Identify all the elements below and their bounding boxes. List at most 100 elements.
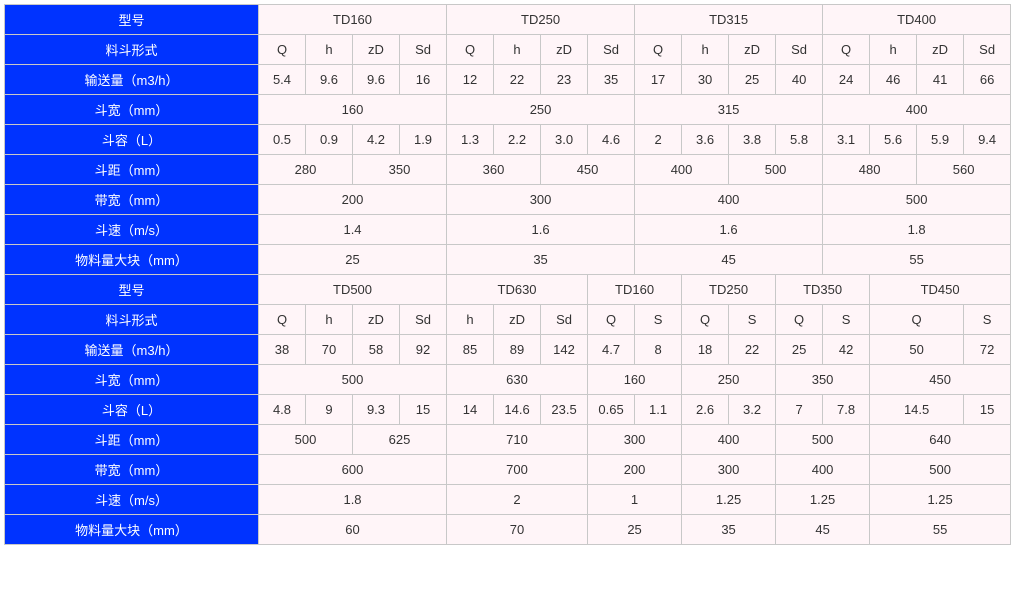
data-cell: 600 bbox=[259, 455, 447, 485]
data-cell: 42 bbox=[823, 335, 870, 365]
data-cell: 315 bbox=[635, 95, 823, 125]
row-label-belt_width_mm: 带宽（mm） bbox=[5, 455, 259, 485]
data-cell: 160 bbox=[588, 365, 682, 395]
data-cell: 200 bbox=[588, 455, 682, 485]
data-cell: 300 bbox=[588, 425, 682, 455]
data-cell: 9 bbox=[306, 395, 353, 425]
data-cell: TD315 bbox=[635, 5, 823, 35]
data-cell: 1.6 bbox=[447, 215, 635, 245]
data-cell: Q bbox=[870, 305, 964, 335]
data-cell: Sd bbox=[964, 35, 1011, 65]
data-cell: Q bbox=[635, 35, 682, 65]
data-cell: 500 bbox=[776, 425, 870, 455]
table-row: 斗速（m/s）1.8211.251.251.25 bbox=[5, 485, 1011, 515]
data-cell: 300 bbox=[447, 185, 635, 215]
data-cell: 22 bbox=[729, 335, 776, 365]
data-cell: 45 bbox=[776, 515, 870, 545]
row-label-max_lump_mm: 物料量大块（mm） bbox=[5, 515, 259, 545]
data-cell: 350 bbox=[776, 365, 870, 395]
data-cell: 500 bbox=[259, 425, 353, 455]
table-row: 输送量（m3/h）5.49.69.61612222335173025402446… bbox=[5, 65, 1011, 95]
data-cell: 400 bbox=[635, 155, 729, 185]
data-cell: 1.25 bbox=[682, 485, 776, 515]
data-cell: 25 bbox=[588, 515, 682, 545]
data-cell: 35 bbox=[588, 65, 635, 95]
data-cell: 45 bbox=[635, 245, 823, 275]
row-label-bucket_speed_ms: 斗速（m/s） bbox=[5, 215, 259, 245]
row-label-bucket_speed_ms: 斗速（m/s） bbox=[5, 485, 259, 515]
data-cell: 16 bbox=[400, 65, 447, 95]
data-cell: zD bbox=[353, 305, 400, 335]
data-cell: 0.9 bbox=[306, 125, 353, 155]
data-cell: zD bbox=[494, 305, 541, 335]
data-cell: 200 bbox=[259, 185, 447, 215]
data-cell: Sd bbox=[541, 305, 588, 335]
data-cell: 250 bbox=[447, 95, 635, 125]
data-cell: 3.6 bbox=[682, 125, 729, 155]
data-cell: 450 bbox=[541, 155, 635, 185]
data-cell: S bbox=[635, 305, 682, 335]
data-cell: 9.3 bbox=[353, 395, 400, 425]
data-cell: 640 bbox=[870, 425, 1011, 455]
data-cell: 360 bbox=[447, 155, 541, 185]
data-cell: 700 bbox=[447, 455, 588, 485]
data-cell: 3.2 bbox=[729, 395, 776, 425]
data-cell: 500 bbox=[259, 365, 447, 395]
data-cell: 30 bbox=[682, 65, 729, 95]
data-cell: 8 bbox=[635, 335, 682, 365]
data-cell: 250 bbox=[682, 365, 776, 395]
data-cell: 60 bbox=[259, 515, 447, 545]
data-cell: 280 bbox=[259, 155, 353, 185]
data-cell: Q bbox=[823, 35, 870, 65]
data-cell: TD500 bbox=[259, 275, 447, 305]
data-cell: 4.8 bbox=[259, 395, 306, 425]
data-cell: 4.6 bbox=[588, 125, 635, 155]
data-cell: 14.6 bbox=[494, 395, 541, 425]
table-row: 物料量大块（mm）607025354555 bbox=[5, 515, 1011, 545]
data-cell: Q bbox=[259, 305, 306, 335]
data-cell: 2.6 bbox=[682, 395, 729, 425]
data-cell: S bbox=[729, 305, 776, 335]
data-cell: 450 bbox=[870, 365, 1011, 395]
data-cell: TD450 bbox=[870, 275, 1011, 305]
data-cell: 9.6 bbox=[306, 65, 353, 95]
table-row: 带宽（mm）200300400500 bbox=[5, 185, 1011, 215]
data-cell: 72 bbox=[964, 335, 1011, 365]
data-cell: zD bbox=[729, 35, 776, 65]
data-cell: Q bbox=[588, 305, 635, 335]
data-cell: 500 bbox=[870, 455, 1011, 485]
data-cell: 1.8 bbox=[823, 215, 1011, 245]
row-label-conveying_m3h: 输送量（m3/h） bbox=[5, 335, 259, 365]
row-label-bucket_volume_l: 斗容（L） bbox=[5, 125, 259, 155]
data-cell: S bbox=[823, 305, 870, 335]
data-cell: 400 bbox=[776, 455, 870, 485]
data-cell: Q bbox=[682, 305, 729, 335]
data-cell: 22 bbox=[494, 65, 541, 95]
data-cell: 0.5 bbox=[259, 125, 306, 155]
data-cell: 5.9 bbox=[917, 125, 964, 155]
data-cell: 70 bbox=[447, 515, 588, 545]
row-label-bucket_form: 料斗形式 bbox=[5, 305, 259, 335]
data-cell: 0.65 bbox=[588, 395, 635, 425]
data-cell: 500 bbox=[729, 155, 823, 185]
data-cell: TD160 bbox=[588, 275, 682, 305]
data-cell: 1.4 bbox=[259, 215, 447, 245]
data-cell: 400 bbox=[635, 185, 823, 215]
row-label-bucket_form: 料斗形式 bbox=[5, 35, 259, 65]
data-cell: 3.1 bbox=[823, 125, 870, 155]
data-cell: 1.25 bbox=[776, 485, 870, 515]
data-cell: 18 bbox=[682, 335, 729, 365]
row-label-conveying_m3h: 输送量（m3/h） bbox=[5, 65, 259, 95]
data-cell: 5.8 bbox=[776, 125, 823, 155]
data-cell: 15 bbox=[400, 395, 447, 425]
data-cell: TD400 bbox=[823, 5, 1011, 35]
data-cell: 1.3 bbox=[447, 125, 494, 155]
table-row: 斗容（L）0.50.94.21.91.32.23.04.623.63.85.83… bbox=[5, 125, 1011, 155]
data-cell: 3.8 bbox=[729, 125, 776, 155]
spec-table: 型号TD160TD250TD315TD400料斗形式QhzDSdQhzDSdQh… bbox=[4, 4, 1011, 545]
data-cell: h bbox=[494, 35, 541, 65]
data-cell: 23 bbox=[541, 65, 588, 95]
data-cell: 9.4 bbox=[964, 125, 1011, 155]
data-cell: 41 bbox=[917, 65, 964, 95]
data-cell: 25 bbox=[776, 335, 823, 365]
